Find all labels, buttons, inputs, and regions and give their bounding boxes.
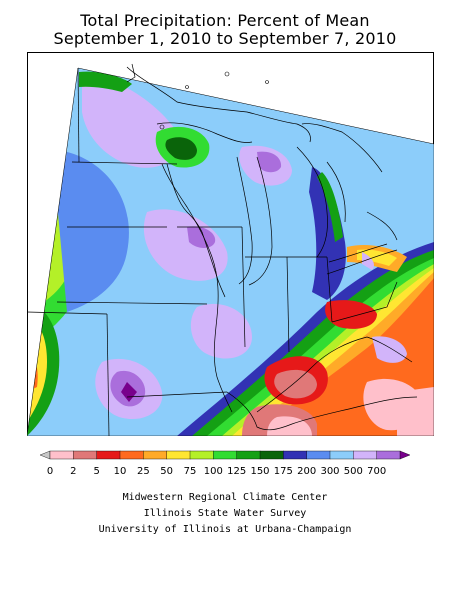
island [224,71,230,77]
oh-pa-border [326,256,333,323]
legend-swatch [399,450,410,460]
ks-mo-border [27,311,108,315]
legend-label: 2 [70,466,76,477]
lake-huron-east-shore [326,161,346,223]
arrowhead [126,63,136,83]
legend-label: 175 [274,466,293,477]
legend-label: 200 [297,466,316,477]
precip-indiana-salmon [274,369,317,399]
legend-swatch [49,450,74,460]
legend-swatch [189,450,214,460]
lake-erie-north [328,243,388,263]
iowa-mo-border [56,301,208,305]
mississippi-river [161,163,233,413]
map-title-line2: September 1, 2010 to September 7, 2010 [53,29,397,48]
legend-label: 75 [184,466,197,477]
lake-huron-shore [296,146,328,258]
legend-label: 25 [137,466,150,477]
legend-label: 10 [114,466,127,477]
mo-ar-border [126,391,228,398]
sd-mn-border [71,161,178,165]
legend-swatch [119,450,144,460]
map-title-line1: Total Precipitation: Percent of Mean [80,11,370,30]
legend-swatch [353,450,378,460]
lake-superior-south-shore [156,122,253,143]
mn-wi-border [166,163,203,233]
islands [159,71,269,130]
legend-label: 150 [250,466,269,477]
legend-swatch [143,450,168,460]
precipitation-map [27,52,434,436]
legend-swatch [213,450,238,460]
precip-north-green [79,71,132,92]
credit-line1: Midwestern Regional Climate Center [122,492,328,503]
legend-label: 50 [160,466,173,477]
precip-east-blue [309,167,346,300]
boundaries [27,63,418,436]
legend-swatch [306,450,331,460]
legend-label: 700 [367,466,386,477]
wv-va-border [366,336,413,363]
legend-swatch [283,450,308,460]
ky-tn-border [291,396,418,425]
precip-west-blue [57,152,129,312]
island [159,124,165,130]
mo-west-border [106,313,110,436]
precip-se-corner-pink [397,387,434,436]
island [185,85,189,89]
nd-mn-border [77,67,80,163]
legend-swatch [40,450,51,460]
legend-labels: 0 2 5 10 25 50 75 100 125 150 175 200 300 500 700 [47,466,386,477]
ohio-river [256,336,368,413]
in-oh-border [286,256,290,353]
lake-michigan-east-shore [248,156,273,286]
precip-michigan-purple [257,151,282,173]
lake-michigan-west-shore [236,156,253,285]
precip-east-green [317,172,343,242]
precip-ohio-red [325,300,377,329]
credit-line3: University of Illinois at Urbana-Champai… [98,524,352,535]
il-in-border [241,226,246,348]
legend-swatch [73,450,98,460]
lake-erie-south [326,249,398,275]
precip-ohio-yellow [357,249,397,266]
island [265,80,269,84]
region-outline [27,67,434,436]
legend-swatch [96,450,121,460]
precip-up-darkgreen [165,137,197,160]
legend-swatch [376,450,401,460]
legend-label: 0 [47,466,53,477]
color-legend: 0 2 5 10 25 50 75 100 125 150 175 200 300 500 700 [40,450,410,477]
legend-label: 100 [204,466,223,477]
legend-swatch [236,450,261,460]
legend-bins [40,450,410,460]
precip-wisconsin-purple [187,226,216,248]
legend-label: 5 [93,466,99,477]
credit-line2: Illinois State Water Survey [143,508,307,519]
oh-wv-border [331,281,398,323]
ohio-river-west [226,391,293,431]
canada-border-east [301,123,383,173]
legend-label: 500 [344,466,363,477]
precip-illinois-violet [190,303,252,359]
legend-swatch [166,450,191,460]
lake-superior-shoreline [126,66,311,143]
precip-north-violet [82,72,180,168]
legend-swatch [329,450,354,460]
legend-label: 300 [320,466,339,477]
legend-swatch [259,450,284,460]
ontario-border [366,211,398,241]
precip-ohio-violet [362,252,374,270]
legend-label: 125 [227,466,246,477]
